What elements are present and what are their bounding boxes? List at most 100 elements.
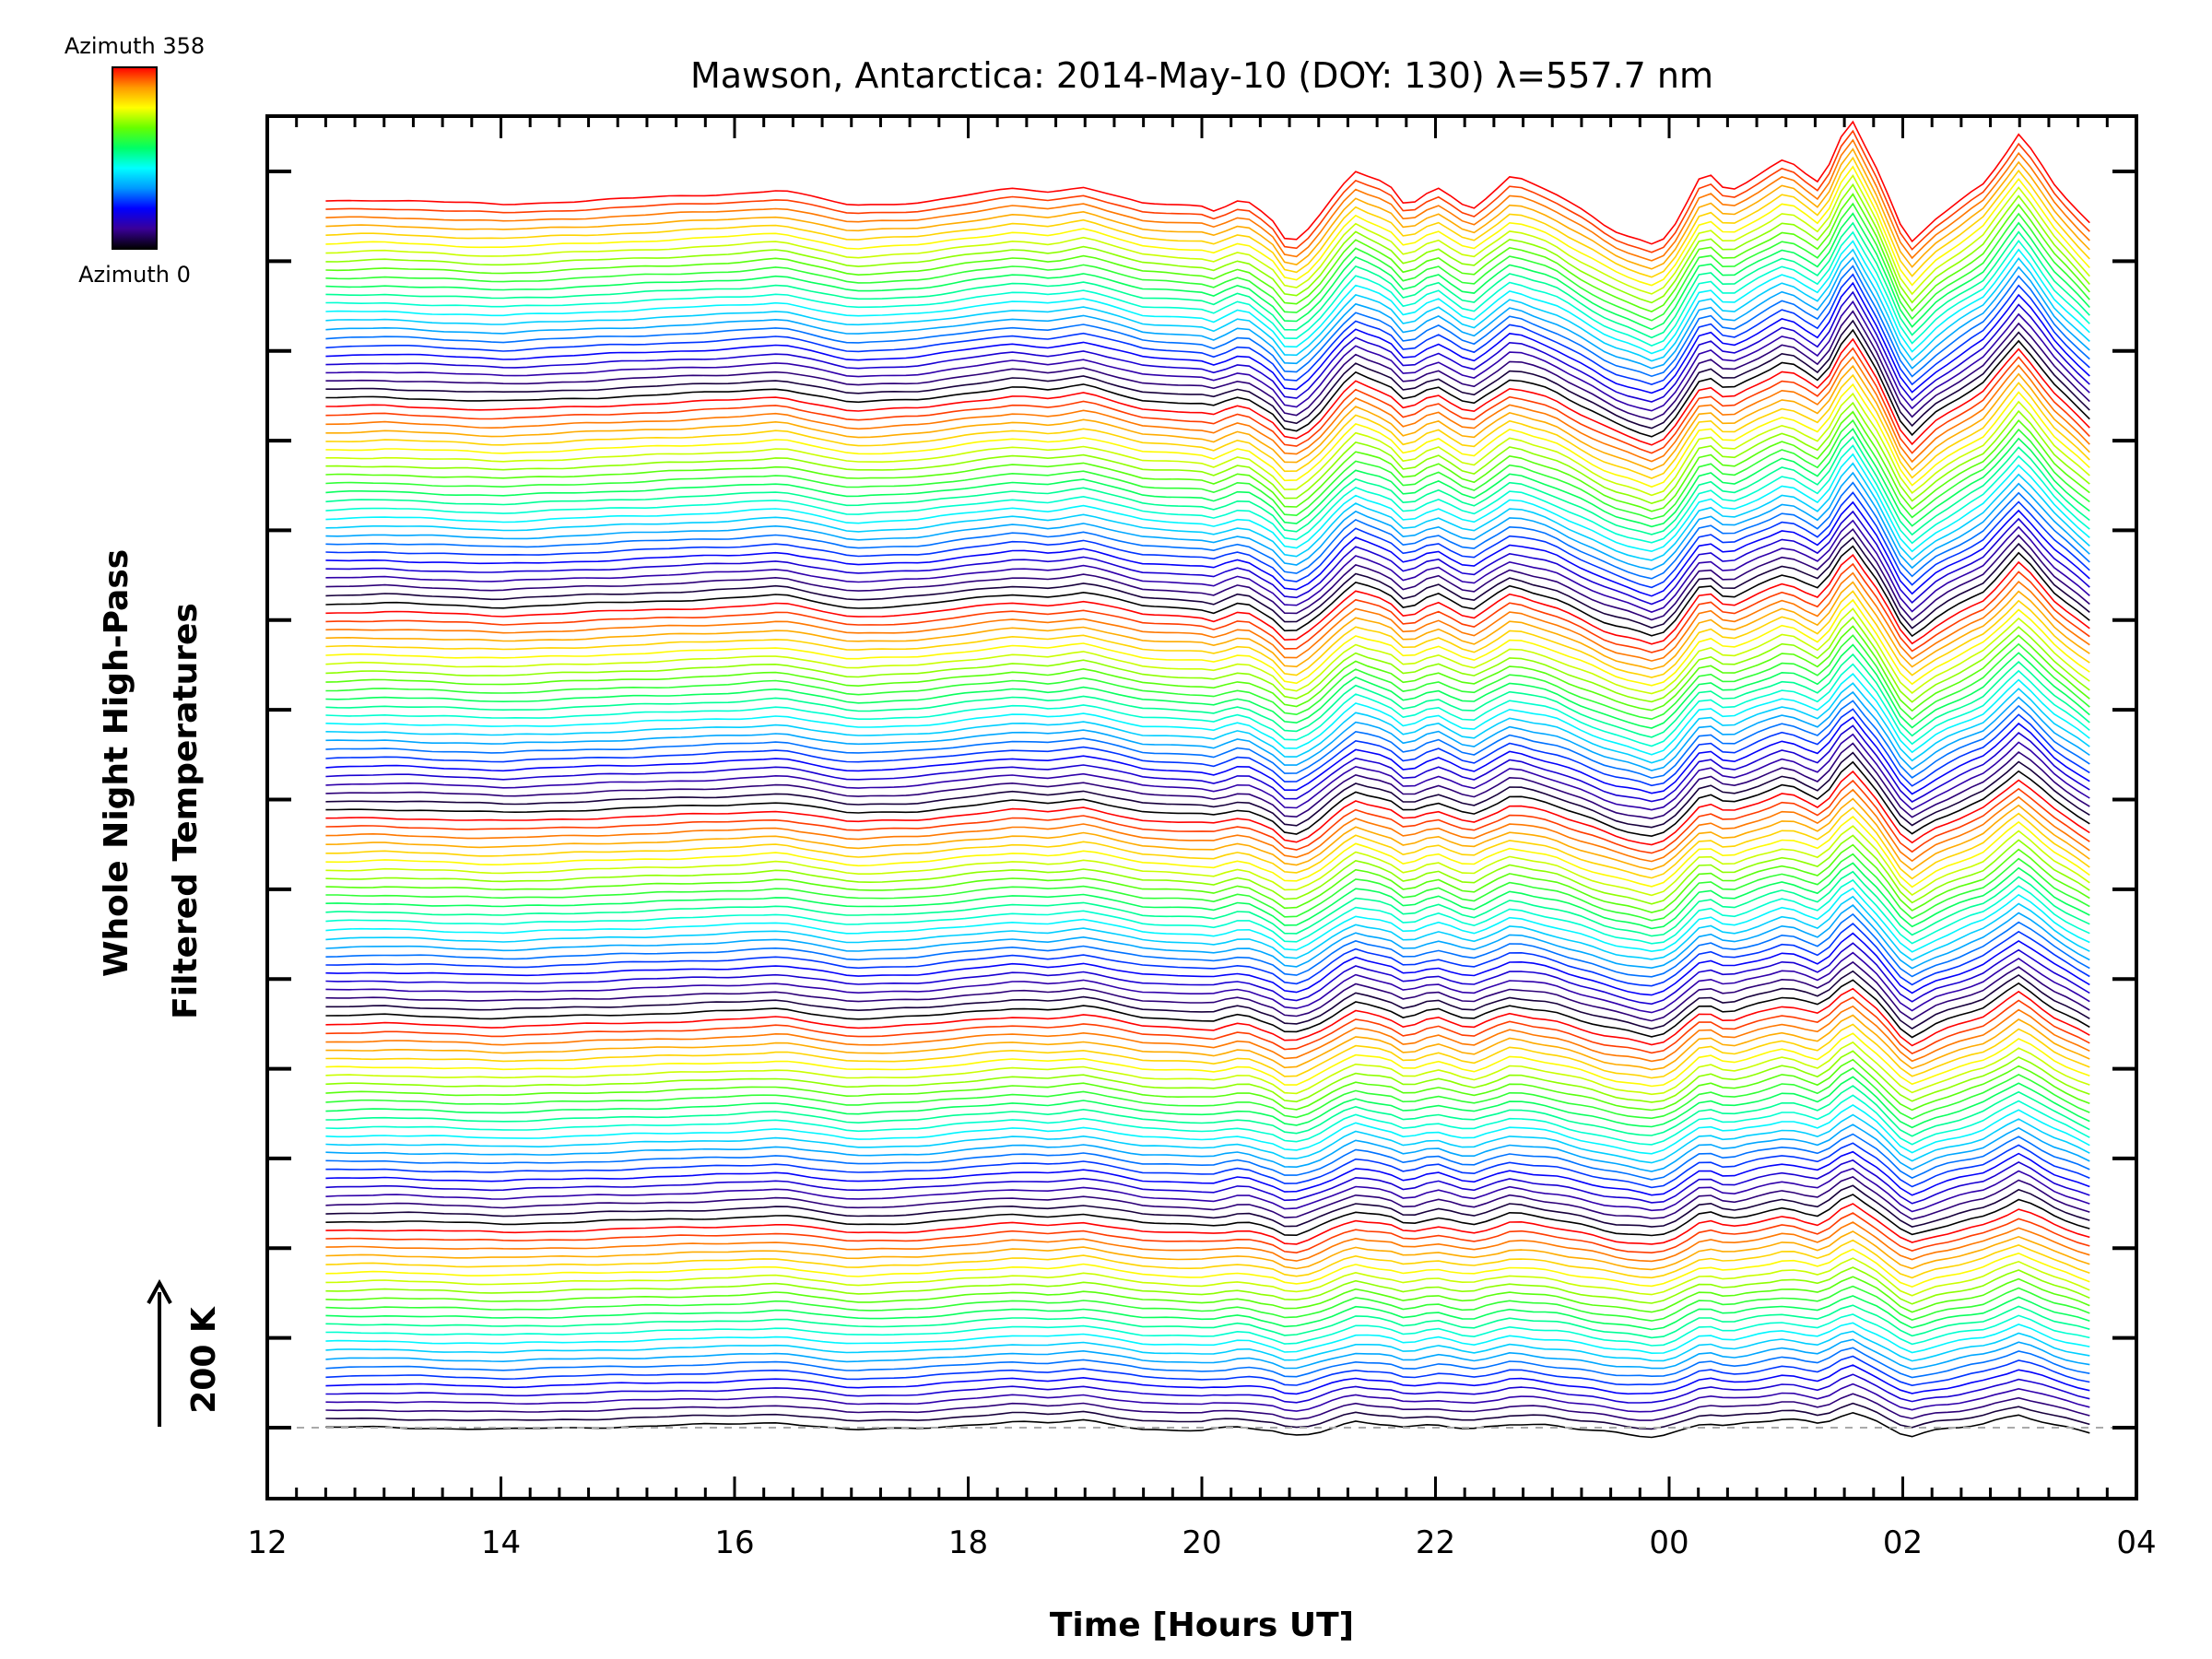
trace-line [325, 435, 2090, 536]
trace-line [325, 1014, 2090, 1071]
trace-line [325, 1285, 2090, 1322]
trace-line [325, 1142, 2090, 1189]
y-axis-label-line2: Filtered Temperatures [167, 603, 205, 1019]
trace-line [325, 328, 2090, 438]
x-axis-label: Time [Hours UT] [1050, 1606, 1354, 1644]
y-axis-ticks [267, 170, 2136, 1430]
trace-line [325, 862, 2090, 930]
x-tick-label: 04 [2116, 1524, 2156, 1561]
x-tick-label: 20 [1182, 1524, 1221, 1561]
trace-line [325, 120, 2090, 245]
colorbar-bottom-label: Azimuth 0 [78, 262, 191, 288]
x-tick-label: 02 [1883, 1524, 1923, 1561]
trace-line [325, 843, 2090, 913]
trace-line [325, 545, 2090, 638]
trace-line [325, 904, 2090, 970]
trace-line [325, 382, 2090, 488]
trace-line [325, 471, 2090, 571]
trace-line [325, 373, 2090, 479]
trace-line [325, 444, 2090, 545]
trace-line [325, 281, 2090, 394]
trace-line [325, 462, 2090, 561]
trace-line [325, 481, 2090, 580]
trace-line [325, 571, 2090, 662]
trace-line [325, 708, 2090, 787]
trace-line [325, 221, 2090, 339]
trace-line [325, 202, 2090, 322]
colorbar: Azimuth 358 Azimuth 0 [65, 33, 205, 288]
trace-line [325, 1176, 2090, 1220]
trace-line [325, 1167, 2090, 1213]
x-tick-label: 00 [1649, 1524, 1688, 1561]
trace-line [325, 418, 2090, 520]
trace-line [325, 581, 2090, 670]
trace-line [325, 825, 2090, 897]
trace-line [325, 1364, 2090, 1395]
trace-line [325, 682, 2090, 764]
trace-line [325, 248, 2090, 362]
trace-line [325, 410, 2090, 512]
trace-line [325, 230, 2090, 347]
trace-line [325, 1230, 2090, 1271]
scale-label: 200 K [185, 1306, 223, 1414]
trace-line [325, 1373, 2090, 1404]
trace-line [325, 1239, 2090, 1279]
trace-line [325, 653, 2090, 738]
trace-line [325, 1248, 2090, 1288]
trace-line [325, 1295, 2090, 1331]
trace-line [325, 616, 2090, 703]
trace-line [325, 1257, 2090, 1297]
trace-line [325, 1023, 2090, 1079]
trace-line [325, 347, 2090, 454]
trace-line [325, 1411, 2090, 1439]
trace-line [325, 519, 2090, 613]
trace-line [325, 256, 2090, 370]
trace-line [325, 536, 2090, 629]
trace-line [325, 634, 2090, 721]
trace-line [325, 1133, 2090, 1181]
trace-line [325, 165, 2090, 287]
trace-line [325, 1094, 2090, 1146]
trace-line [325, 453, 2090, 553]
trace-line [325, 356, 2090, 464]
trace-line [325, 816, 2090, 888]
trace-line [325, 138, 2090, 262]
trace-line [325, 663, 2090, 747]
trace-line [325, 193, 2090, 312]
trace-line [325, 265, 2090, 378]
trace-line [325, 742, 2090, 820]
trace-line [325, 760, 2090, 838]
trace-line [325, 290, 2090, 403]
trace-line [325, 1402, 2090, 1430]
trace-line [325, 1184, 2090, 1228]
trace-line [325, 1382, 2090, 1413]
trace-line [325, 1330, 2090, 1362]
scale-arrow-head [147, 1278, 172, 1304]
trace-line [325, 724, 2090, 803]
trace-line [325, 1159, 2090, 1205]
x-tick-label: 18 [948, 1524, 988, 1561]
trace-line [325, 273, 2090, 386]
trace-line [325, 300, 2090, 412]
trace-line [325, 1266, 2090, 1305]
trace-line [325, 428, 2090, 528]
chart-title: Mawson, Antarctica: 2014-May-10 (DOY: 13… [690, 55, 1713, 96]
trace-line [325, 643, 2090, 729]
trace-line [325, 337, 2090, 446]
trace-line [325, 319, 2090, 429]
trace-line [325, 751, 2090, 829]
trace-line [325, 392, 2090, 497]
trace-line [325, 364, 2090, 471]
trace-line [325, 770, 2090, 846]
trace-line [325, 1005, 2090, 1063]
trace-line [325, 1322, 2090, 1355]
trace-line [325, 716, 2090, 795]
trace-line [325, 562, 2090, 653]
trace-line [325, 690, 2090, 771]
trace-line [325, 942, 2090, 1006]
trace-line [325, 182, 2090, 304]
trace-line [325, 1103, 2090, 1155]
trace-line [325, 174, 2090, 296]
trace-line [325, 996, 2090, 1055]
